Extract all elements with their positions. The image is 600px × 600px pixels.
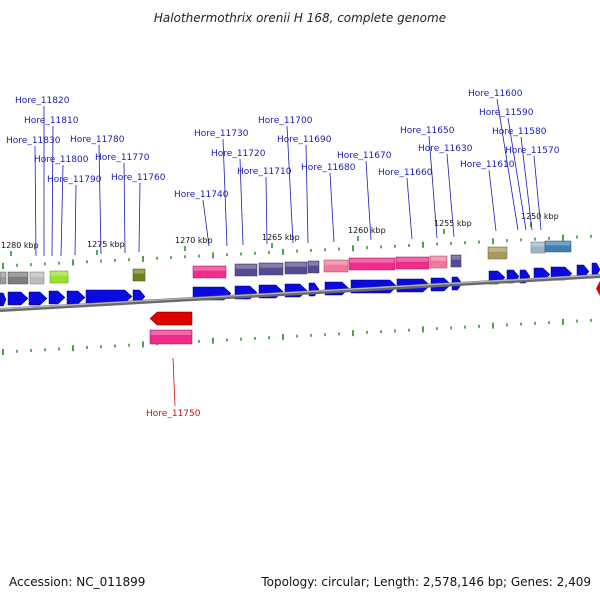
gene-label: Hore_11800: [34, 155, 89, 165]
cog-gene-highlight: [396, 257, 429, 262]
label-leader-line: [329, 172, 335, 243]
kbp-label: 1280 kbp: [1, 241, 39, 250]
backbone-highlight: [0, 274, 600, 310]
genome-backbone: [0, 274, 600, 312]
gene-label: Hore_11630: [418, 144, 473, 154]
label-leader-line: [138, 182, 141, 253]
label-leader-line: [172, 357, 176, 407]
cog-gene-box: [544, 240, 572, 253]
label-leader-line: [286, 125, 294, 244]
label-leader-line: [428, 135, 438, 239]
gene-arrow-reverse: [149, 311, 193, 326]
cog-gene-highlight: [30, 272, 44, 277]
label-leader-line: [239, 158, 244, 246]
gene-label: Hore_11610: [460, 160, 515, 170]
kbp-label: 1265 kbp: [262, 233, 300, 242]
label-leader-line: [34, 145, 37, 257]
gene-label: Hore_11740: [174, 190, 229, 200]
tick-marks: [2, 234, 592, 355]
gene-arrow-forward: [0, 292, 7, 307]
gene-label: Hore_11720: [211, 149, 266, 159]
label-leader-line: [446, 153, 455, 238]
cog-gene-highlight: [259, 263, 283, 268]
gene-label: Hore_11670: [337, 151, 392, 161]
gene-arrow-forward: [66, 290, 86, 305]
label-leader-lines: [34, 98, 542, 407]
gene-label: Hore_11600: [468, 89, 523, 99]
cog-gene-highlight: [430, 256, 447, 261]
cog-gene-highlight: [545, 241, 571, 246]
label-leader-line: [98, 144, 102, 255]
accession-text: Accession: NC_011899: [9, 575, 145, 589]
gene-label: Hore_11690: [277, 135, 332, 145]
gene-label: Hore_11650: [400, 126, 455, 136]
gene-label: Hore_11570: [505, 146, 560, 156]
label-leader-line: [222, 138, 228, 247]
label-leader-line: [60, 164, 64, 257]
cog-gene-highlight: [285, 262, 307, 267]
label-leader-line: [51, 125, 54, 257]
cog-gene-highlight: [308, 261, 319, 266]
label-leader-line: [507, 117, 527, 231]
cog-gene-highlight: [133, 269, 145, 274]
cog-gene-box: [0, 271, 7, 285]
label-leader-line: [123, 162, 126, 254]
label-leader-line: [365, 160, 372, 241]
cog-gene-highlight: [451, 255, 461, 260]
cog-gene-highlight: [0, 272, 6, 277]
cog-gene-highlight: [150, 330, 192, 335]
cog-gene-box: [307, 260, 320, 274]
gene-label: Hore_11710: [237, 167, 292, 177]
gene-label: Hore_11730: [194, 129, 249, 139]
gene-label: Hore_11830: [6, 136, 61, 146]
cog-gene-highlight: [235, 264, 257, 269]
gene-label: Hore_11760: [111, 173, 166, 183]
label-leader-line: [496, 98, 519, 231]
gene-arrow-forward: [591, 262, 600, 277]
cog-gene-highlight: [324, 260, 348, 265]
cog-gene-highlight: [349, 258, 395, 263]
gene-label: Hore_11580: [492, 127, 547, 137]
cog-gene-highlight: [193, 266, 226, 271]
genome-summary-text: Topology: circular; Length: 2,578,146 bp…: [260, 575, 591, 589]
cog-colored-genes: [0, 240, 572, 345]
gene-label: Hore_11700: [258, 116, 313, 126]
kbp-label: 1260 kbp: [348, 226, 386, 235]
kbp-label: 1275 kbp: [87, 240, 125, 249]
label-leader-line: [74, 184, 77, 256]
gene-arrow-forward: [85, 289, 133, 304]
label-leader-line: [202, 199, 210, 247]
gene-label: Hore_11790: [47, 175, 102, 185]
gene-arrow-forward: [48, 290, 66, 305]
gene-arrow-forward: [28, 291, 48, 306]
cog-gene-highlight: [531, 242, 545, 247]
label-leader-line: [265, 176, 268, 245]
cog-gene-highlight: [8, 272, 28, 277]
gene-arrow-reverse: [596, 281, 600, 296]
gene-label: Hore_11780: [70, 135, 125, 145]
gene-label: Hore_11660: [378, 168, 433, 178]
gene-label: Hore_11750: [146, 409, 201, 419]
cog-gene-highlight: [50, 271, 68, 276]
label-leader-line: [533, 155, 542, 231]
label-leader-line: [305, 144, 309, 244]
kbp-scale: 1280 kbp 1275 kbp 1270 kbp 1265 kbp 1260 kbp…: [1, 212, 559, 256]
gene-label: Hore_11810: [24, 116, 79, 126]
label-leader-line: [406, 177, 413, 240]
label-leader-line: [520, 136, 533, 231]
cog-gene-box: [450, 254, 462, 268]
gene-label: Hore_11590: [479, 108, 534, 118]
kbp-label: 1270 kbp: [175, 236, 213, 245]
label-leader-line: [488, 169, 497, 232]
gene-arrow-forward: [7, 291, 29, 306]
gene-label: Hore_11770: [95, 153, 150, 163]
gene-labels: Hore_11820 Hore_11810 Hore_11830 Hore_11800…: [6, 89, 560, 419]
cog-gene-highlight: [488, 247, 507, 252]
map-title: Halothermothrix orenii H 168, complete g…: [154, 11, 446, 25]
backbone-line: [0, 274, 600, 312]
gene-label: Hore_11680: [301, 163, 356, 173]
gene-label: Hore_11820: [15, 96, 70, 106]
